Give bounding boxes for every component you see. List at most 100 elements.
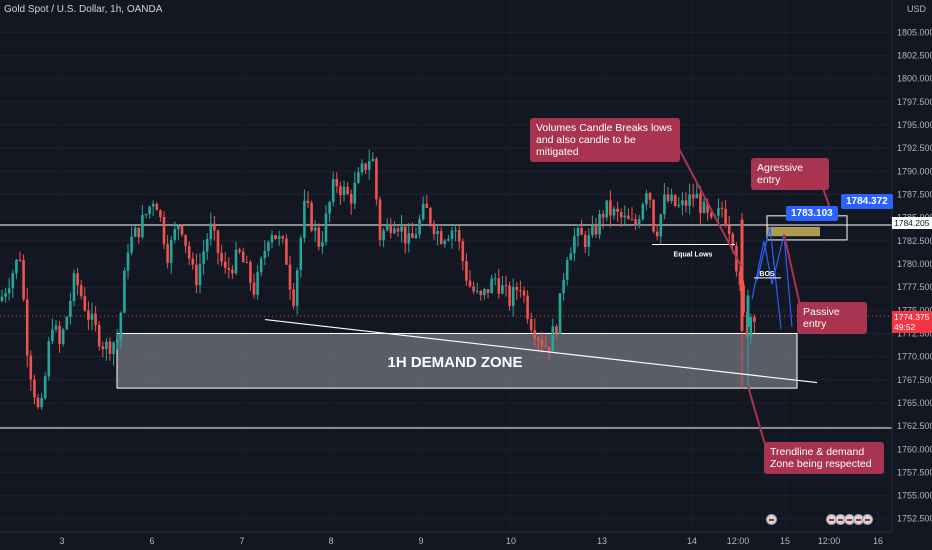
chart-title: Gold Spot / U.S. Dollar, 1h, OANDA — [4, 4, 163, 15]
candle-body — [681, 200, 684, 205]
candle-body — [245, 262, 249, 264]
candle-body — [166, 244, 169, 263]
x-tick-label: 14 — [687, 536, 697, 546]
candle-body — [443, 240, 447, 244]
candle-body — [79, 285, 83, 297]
candle-body — [393, 228, 396, 234]
candle-body — [195, 264, 198, 286]
candle-body — [15, 259, 18, 274]
economic-event-flag[interactable] — [862, 514, 873, 525]
candle-body — [684, 200, 688, 206]
y-tick-label: 1787.500 — [897, 190, 932, 200]
candle-body — [580, 227, 583, 235]
candle-body — [303, 200, 306, 238]
candle-body — [277, 236, 281, 240]
x-tick-label: 6 — [149, 536, 154, 546]
candle-body — [508, 285, 511, 306]
candle-body — [515, 286, 519, 291]
candle-body — [40, 397, 43, 408]
candle-body — [454, 230, 457, 232]
candle-body — [69, 300, 72, 317]
candle-body — [105, 341, 108, 350]
candle-body — [119, 312, 123, 340]
candle-body — [731, 234, 735, 246]
candle-body — [724, 209, 727, 226]
candle-body — [180, 225, 184, 235]
candle-body — [634, 219, 637, 226]
candle-body — [159, 210, 162, 218]
price-tag-1784: 1784.372 — [841, 194, 893, 209]
candle-body — [385, 224, 389, 231]
bar-countdown: 49:52 — [894, 322, 916, 332]
projection-path-alt — [756, 226, 782, 329]
candle-body — [72, 273, 76, 301]
annotation-trendline[interactable]: Trendline & demand Zone being respected — [764, 442, 884, 474]
candle-body — [645, 193, 648, 205]
axis-tag-current-price: 1774.375 49:52 — [892, 311, 932, 333]
candle-body — [339, 186, 342, 195]
candle-body — [65, 316, 69, 330]
candle-body — [313, 227, 317, 231]
current-price-value: 1774.375 — [894, 312, 930, 322]
candle-body — [360, 163, 364, 173]
annotation-passive-entry[interactable]: Passive entry — [797, 302, 867, 334]
entry-zone — [767, 226, 820, 237]
candle-body — [263, 251, 267, 259]
y-tick-label: 1760.000 — [897, 444, 932, 454]
candle-body — [436, 231, 439, 235]
candle-body — [144, 214, 148, 216]
candle-body — [746, 295, 750, 327]
economic-event-flag[interactable] — [766, 514, 777, 525]
candle-body — [576, 227, 580, 237]
y-tick-label: 1797.500 — [897, 97, 932, 107]
annotation-agressive-entry[interactable]: Agressive entry — [751, 158, 829, 190]
candle-body — [256, 272, 259, 295]
candle-body — [83, 296, 87, 311]
annotation-volumes[interactable]: Volumes Candle Breaks lows and also cand… — [530, 118, 680, 162]
candle-body — [177, 225, 180, 230]
y-tick-label: 1802.500 — [897, 51, 932, 61]
candle-body — [112, 342, 115, 354]
candle-body — [324, 213, 328, 243]
demand-zone — [116, 332, 798, 389]
x-tick-label: 9 — [418, 536, 423, 546]
candle-body — [673, 194, 677, 206]
candle-body — [475, 291, 479, 293]
projection-path — [751, 234, 793, 328]
candle-body — [108, 341, 112, 354]
x-tick-label: 16 — [873, 536, 883, 546]
candle-body — [400, 226, 403, 232]
y-tick-label: 1752.500 — [897, 514, 932, 524]
candle-body — [637, 219, 641, 226]
candle-body — [231, 269, 234, 274]
y-tick-label: 1772.500 — [897, 328, 932, 338]
candle-body — [493, 278, 497, 280]
annotation-pointer-volumes — [677, 146, 742, 267]
candle-body — [522, 290, 526, 296]
candle-body — [288, 264, 292, 290]
candle-body — [137, 227, 141, 238]
candle-body — [511, 286, 515, 306]
candle-body — [90, 313, 94, 320]
candle-body — [267, 242, 270, 252]
x-tick-label: 3 — [59, 536, 64, 546]
candle-body — [126, 252, 130, 271]
candle-body — [749, 317, 753, 337]
candle-body — [389, 224, 393, 234]
y-tick-label: 1755.000 — [897, 491, 932, 501]
candle-body — [421, 203, 425, 220]
candle-body — [465, 261, 468, 281]
candle-body — [670, 194, 673, 201]
y-tick-label: 1757.500 — [897, 467, 932, 477]
candle-body — [25, 299, 29, 356]
candle-body — [299, 237, 303, 271]
price-axis: 1752.500 1755.000 1757.500 1760.000 1762.500… — [891, 0, 932, 550]
candle-body — [213, 223, 216, 231]
candle-body — [652, 199, 655, 232]
candle-body — [583, 234, 587, 247]
candle-body — [619, 212, 623, 218]
y-tick-label: 1792.500 — [897, 143, 932, 153]
candle-body — [378, 199, 382, 241]
candle-body — [562, 279, 565, 294]
